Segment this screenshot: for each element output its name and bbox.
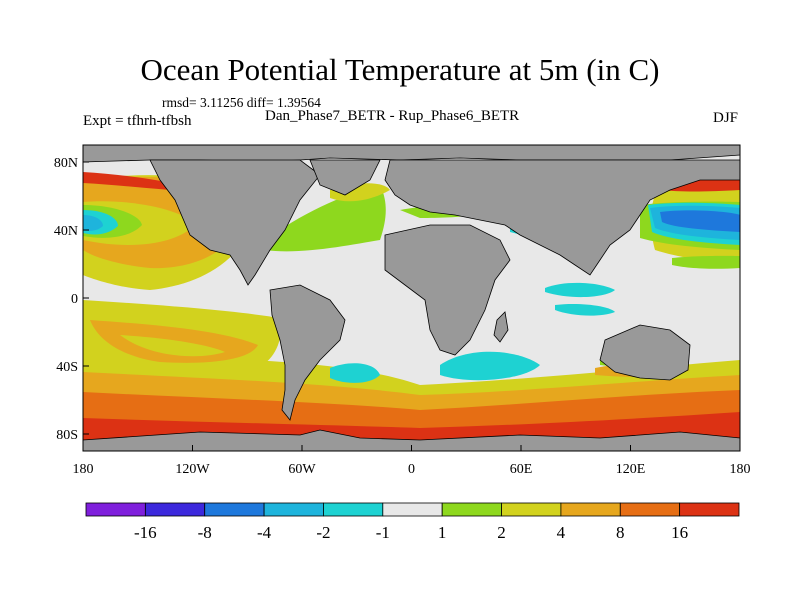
- map-field: [83, 145, 740, 451]
- colorbar-swatch: [382, 502, 443, 517]
- colorbar-swatch: [144, 502, 206, 517]
- field-spac-yellow-core: [120, 335, 225, 357]
- colorbar-label: -8: [198, 523, 212, 542]
- land-madagascar: [493, 311, 509, 343]
- colorbar-label: 1: [438, 523, 447, 542]
- y-axis-ticks: 80N 40N 0 40S 80S: [54, 156, 89, 443]
- colorbar-label: 8: [616, 523, 625, 542]
- colorbar-label: 2: [497, 523, 506, 542]
- colorbar-label: -1: [376, 523, 390, 542]
- x-tick-label: 0: [408, 462, 415, 477]
- colorbar-swatch: [85, 502, 146, 517]
- season-label: DJF: [712, 110, 738, 126]
- x-tick-label: 180: [730, 462, 751, 477]
- land-greenland: [309, 159, 381, 196]
- colorbar: -16 -8 -4 -2 -1 1 2 4 8 16: [85, 502, 740, 542]
- y-tick-label: 0: [71, 292, 78, 307]
- x-tick-label: 60E: [510, 462, 533, 477]
- colorbar-swatch: [441, 502, 502, 517]
- colorbar-label: 4: [557, 523, 566, 542]
- statistics-text: rmsd= 3.11256 diff= 1.39564: [162, 95, 321, 110]
- colorbar-swatch: [204, 502, 265, 517]
- experiment-label: Expt = tfhrh-tfbsh: [83, 113, 192, 129]
- field-npac-blue: [83, 215, 103, 231]
- colorbar-swatch: [679, 502, 740, 517]
- field-nwpac-green-strip: [672, 255, 740, 269]
- land-antarctica: [83, 429, 740, 451]
- continents: [83, 145, 740, 451]
- x-tick-label: 120W: [175, 462, 210, 477]
- y-tick-label: 80S: [56, 428, 78, 443]
- x-tick-label: 180: [73, 462, 94, 477]
- land-north-america: [149, 159, 321, 286]
- land-south-america: [269, 284, 346, 421]
- y-tick-label: 40S: [56, 360, 78, 375]
- land-africa: [384, 224, 511, 356]
- x-axis-ticks: 180 120W 60W 0 60E 120E 180: [73, 445, 751, 477]
- colorbar-swatch: [501, 502, 562, 517]
- colorbar-label: -2: [316, 523, 330, 542]
- field-natl-green: [265, 185, 386, 252]
- x-tick-label: 60W: [288, 462, 316, 477]
- field-satl-cyan: [330, 363, 380, 383]
- y-tick-label: 80N: [54, 156, 78, 171]
- field-indian-cyan: [440, 351, 540, 381]
- colorbar-label: 16: [671, 523, 688, 542]
- land-eurasia: [384, 159, 740, 276]
- y-tick-label: 40N: [54, 224, 78, 239]
- colorbar-swatch: [263, 502, 324, 517]
- comparison-subtitle: Dan_Phase7_BETR - Rup_Phase6_BETR: [265, 108, 520, 124]
- colorbar-swatch: [560, 502, 621, 517]
- field-indian-cyan-3: [555, 303, 615, 316]
- colorbar-label: -16: [134, 523, 157, 542]
- field-nwpac-deep-blue: [660, 210, 740, 232]
- colorbar-label: -4: [257, 523, 272, 542]
- field-indian-cyan-2: [545, 282, 615, 298]
- land-arctic: [83, 145, 740, 163]
- colorbar-swatch: [323, 502, 384, 517]
- colorbar-swatch: [619, 502, 681, 517]
- map-title: Ocean Potential Temperature at 5m (in C): [140, 52, 660, 87]
- land-australia: [599, 324, 691, 381]
- x-tick-label: 120E: [616, 462, 646, 477]
